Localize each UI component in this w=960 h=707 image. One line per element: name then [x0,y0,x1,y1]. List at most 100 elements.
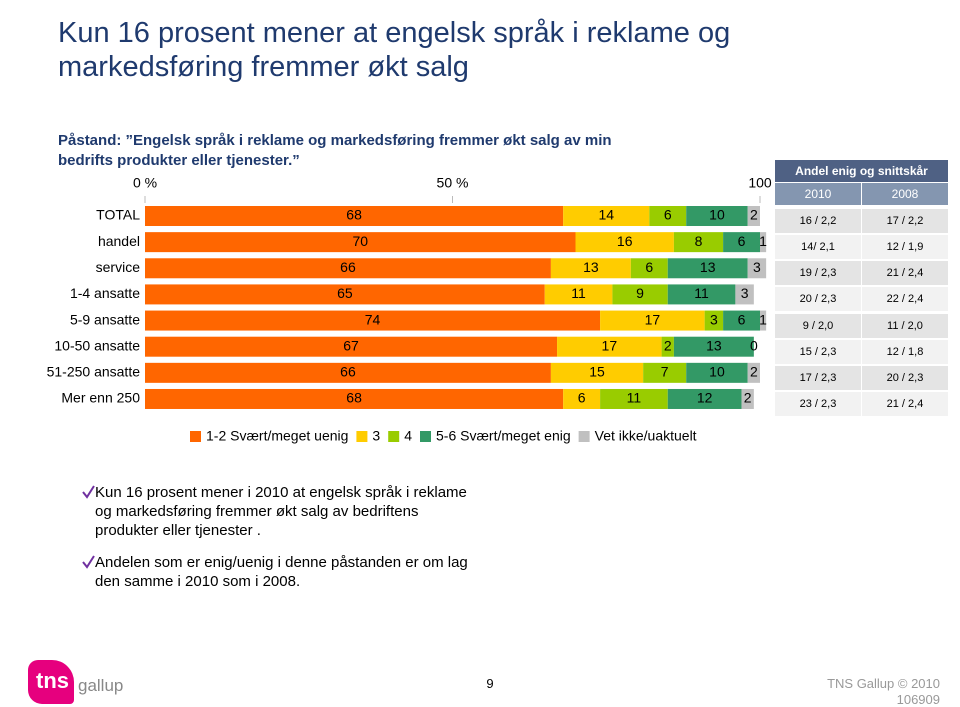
bar-segment [667,258,748,279]
value-label: 6 [738,233,746,249]
legend-label: 1-2 Svært/meget uenig [206,428,348,444]
copyright: TNS Gallup © 2010 [827,676,940,691]
table-cell: 11 / 2,0 [862,313,948,338]
value-label: 8 [695,233,703,249]
table-cell: 17 / 2,3 [775,365,861,390]
bar-segment [630,258,668,279]
value-label: 0 [750,337,758,353]
value-label: 10 [709,364,725,380]
bar-segment [600,388,668,409]
bar-segment [600,310,705,331]
table-header: Andel enig og snittskår [775,160,948,182]
value-label: 13 [706,337,722,353]
bar-segment [550,258,631,279]
bullet-text: Kun 16 prosent mener i 2010 at engelsk s… [95,484,467,539]
value-label: 17 [645,311,661,327]
legend-swatch [578,431,590,442]
value-label: 11 [571,285,586,301]
page-number: 9 [486,676,494,691]
bar-segment [145,206,564,226]
value-label: 11 [627,390,642,406]
value-label: 12 [697,390,713,406]
table-cell: 20 / 2,3 [862,365,948,390]
bar-segment [661,336,674,357]
column-header: 2010 [775,183,861,205]
bar-segment [557,336,662,357]
bar-segment [686,362,748,383]
legend-swatch [420,431,431,442]
bar-segment [673,336,754,357]
legend-label: Vet ikke/uaktuelt [595,428,697,444]
value-label: 13 [583,259,599,275]
value-label: 6 [738,311,746,327]
value-label: 67 [343,337,359,353]
value-label: 2 [750,364,758,380]
x-tick-label: 0 % [133,175,157,191]
value-label: 68 [346,207,362,223]
bar-segment [747,362,760,383]
bar-segment [667,284,736,305]
table-cell: 20 / 2,3 [775,287,861,312]
table-cell: 14/ 2,1 [775,235,861,260]
bar-segment [704,310,724,331]
value-label: 14 [598,207,614,223]
value-label: 3 [741,285,749,301]
bar-segment [643,362,687,383]
value-label: 11 [694,285,709,301]
y-tick-label: 5-9 ansatte [70,311,140,327]
value-label: 3 [710,311,718,327]
table-cell: 21 / 2,4 [862,391,948,416]
y-tick-label: handel [98,233,140,249]
value-label: 17 [602,337,618,353]
legend-label: 3 [372,428,380,444]
bar-segment [667,388,742,409]
legend-swatch [190,431,201,442]
bullet: Andelen som er enig/uenig i denne påstan… [82,553,485,591]
bar-segment [563,206,650,226]
table-cell: 23 / 2,3 [775,391,861,416]
bar-segment [673,232,724,253]
bar-segment [723,232,760,253]
bar-segment [145,258,551,279]
value-label: 7 [661,364,669,380]
check-icon [82,485,95,499]
x-tick-label: 100 [748,175,772,191]
table-cell: 21 / 2,4 [862,261,948,286]
legend-label: 4 [404,428,412,444]
legend-swatch [388,431,400,442]
bar-segment [563,388,601,409]
value-label: 6 [645,259,653,275]
bar-segment [145,310,601,331]
table-cell: 12 / 1,9 [862,235,948,260]
table-cell: 16 / 2,2 [775,209,861,233]
bar-segment [686,206,748,226]
table-cell: 22 / 2,4 [862,287,948,312]
y-tick-label: service [96,259,141,275]
bullet-text: Andelen som er enig/uenig i denne påstan… [95,554,468,590]
table-cell: 15 / 2,3 [775,339,861,364]
value-label: 16 [617,233,633,249]
table-cell: 9 / 2,0 [775,313,861,338]
bar-segment [145,284,545,305]
value-label: 1 [759,311,767,327]
value-label: 10 [709,207,725,223]
value-label: 9 [636,285,644,301]
bar-segment [550,362,644,383]
value-label: 66 [340,259,356,275]
y-tick-label: 1-4 ansatte [70,285,140,301]
value-label: 66 [340,364,356,380]
bar-segment [612,284,668,305]
column-header: 2008 [862,183,948,205]
bullet: Kun 16 prosent mener i 2010 at engelsk s… [82,483,485,540]
bar-segment [145,232,576,253]
value-label: 2 [750,207,758,223]
check-icon [82,555,95,569]
value-label: 70 [352,233,368,249]
value-label: 2 [664,337,672,353]
bar-segment [649,206,687,226]
bar-segment [741,388,754,409]
value-label: 6 [664,207,672,223]
bar-segment [735,284,754,305]
